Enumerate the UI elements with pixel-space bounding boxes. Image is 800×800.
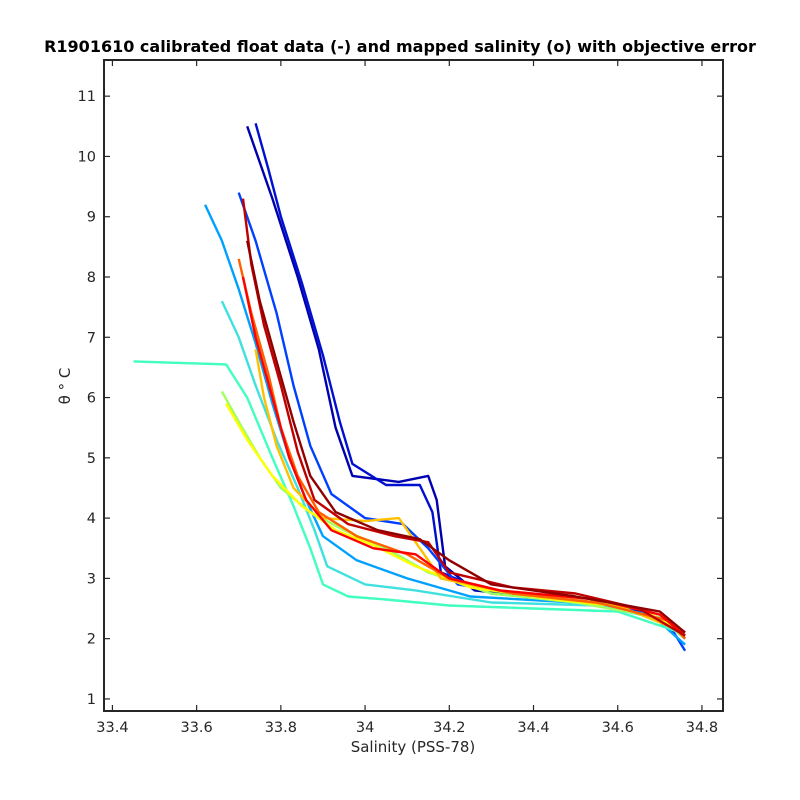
x-axis-label: Salinity (PSS-78): [351, 738, 476, 756]
y-tick-label: 4: [87, 511, 96, 527]
y-tick-label: 9: [87, 210, 96, 226]
x-tick-label: 34: [356, 720, 374, 736]
y-tick-label: 7: [87, 330, 96, 346]
x-axis: 33.4 33.6 33.8 34 34.2 34.4 34.6 34.8: [96, 60, 718, 736]
profile-line-2: [254, 122, 686, 640]
y-tick-label: 6: [87, 391, 96, 407]
plot-frame: [103, 59, 724, 712]
x-tick-label: 34.2: [433, 720, 465, 736]
y-tick-label: 5: [87, 451, 96, 467]
x-tick-label: 34.4: [517, 720, 549, 736]
profile-line-12: [241, 198, 686, 637]
profile-line-5: [133, 360, 682, 634]
x-tick-label: 33.8: [265, 720, 297, 736]
y-tick-label: 1: [87, 692, 96, 708]
y-axis: 1 2 3 4 5 6 7 8 9 10 11: [78, 89, 723, 708]
profile-line-10: [237, 258, 686, 640]
y-tick-label: 10: [78, 149, 96, 165]
profile-line-1: [246, 125, 686, 637]
x-tick-label: 34.6: [602, 720, 634, 736]
y-tick-label: 11: [78, 89, 96, 105]
x-tick-label: 34.8: [686, 720, 718, 736]
profile-line-6: [220, 300, 669, 622]
plot-lines: [133, 122, 687, 652]
y-tick-label: 8: [87, 270, 96, 286]
profile-line-13: [246, 240, 686, 634]
y-axis-label: θ ° C: [56, 368, 74, 405]
y-tick-label: 3: [87, 571, 96, 587]
chart-title: R1901610 calibrated float data (-) and m…: [44, 37, 756, 56]
x-tick-label: 33.4: [96, 720, 128, 736]
y-tick-label: 2: [87, 632, 96, 648]
x-tick-label: 33.6: [180, 720, 212, 736]
profile-line-11: [241, 276, 686, 637]
